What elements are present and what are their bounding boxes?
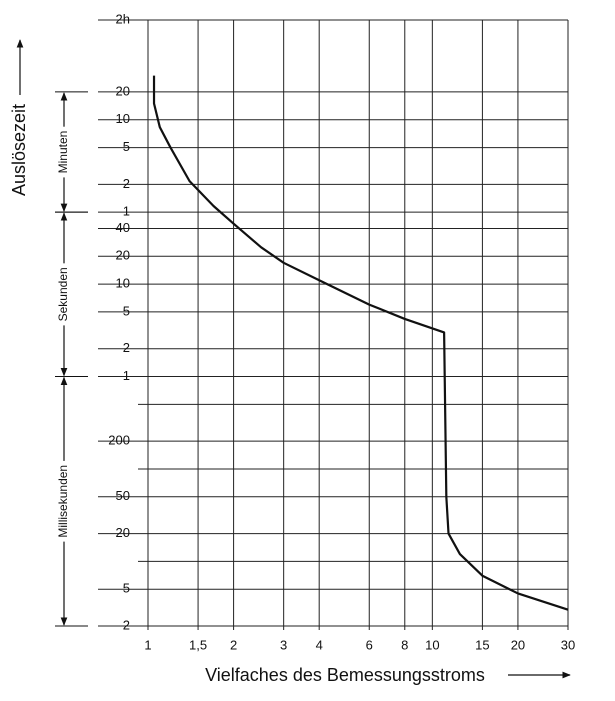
y-tick-label: 40 — [116, 220, 130, 235]
x-tick-label: 10 — [425, 637, 439, 652]
x-axis-label: Vielfaches des Bemessungsstroms — [205, 665, 485, 685]
range-label: Millisekunden — [56, 465, 70, 538]
range-label: Sekunden — [56, 267, 70, 321]
y-tick-label: 20 — [116, 525, 130, 540]
y-tick-label: 5 — [123, 139, 130, 154]
x-tick-label: 4 — [316, 637, 323, 652]
y-tick-label: 200 — [108, 433, 130, 448]
y-tick-label: 2 — [123, 340, 130, 355]
y-tick-label: 1 — [123, 204, 130, 219]
x-tick-label: 8 — [401, 637, 408, 652]
y-tick-label: 5 — [123, 581, 130, 596]
y-tick-label: 10 — [116, 276, 130, 291]
y-tick-label: 5 — [123, 303, 130, 318]
y-tick-label: 2 — [123, 617, 130, 632]
y-tick-label: 2 — [123, 176, 130, 191]
y-tick-label: 10 — [116, 111, 130, 126]
x-tick-label: 1,5 — [189, 637, 207, 652]
x-tick-label: 3 — [280, 637, 287, 652]
y-tick-label: 2h — [116, 11, 130, 26]
x-tick-label: 6 — [366, 637, 373, 652]
x-tick-label: 30 — [561, 637, 575, 652]
x-tick-label: 2 — [230, 637, 237, 652]
y-tick-label: 20 — [116, 248, 130, 263]
y-tick-label: 20 — [116, 83, 130, 98]
y-axis-label: Auslösezeit — [9, 104, 29, 196]
y-tick-label: 50 — [116, 488, 130, 503]
range-label: Minuten — [56, 131, 70, 174]
range-label-bg — [56, 460, 72, 542]
trip-curve — [152, 75, 569, 611]
x-tick-label: 20 — [511, 637, 525, 652]
x-tick-label: 15 — [475, 637, 489, 652]
range-label-bg — [56, 263, 72, 326]
x-tick-label: 1 — [144, 637, 151, 652]
range-label-bg — [56, 126, 72, 178]
y-tick-label: 1 — [123, 368, 130, 383]
